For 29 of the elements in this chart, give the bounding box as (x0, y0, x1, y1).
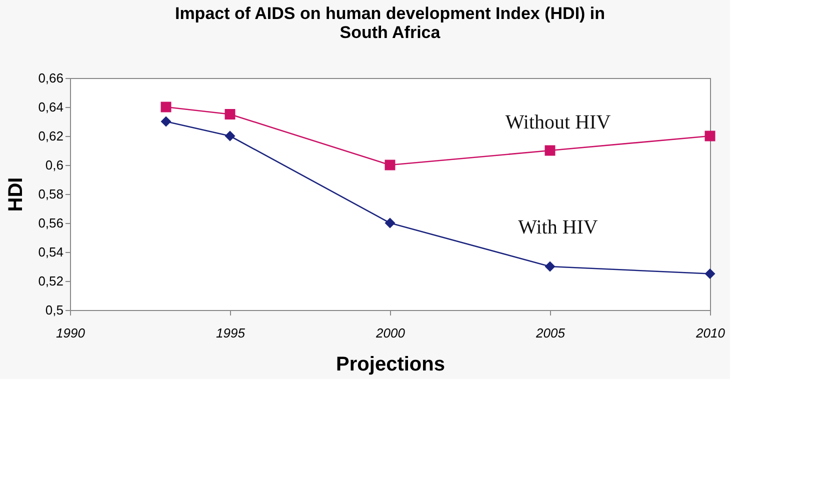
x-tick-label: 1990 (56, 326, 86, 340)
x-tick-label: 1995 (216, 326, 246, 340)
chart-title: Impact of AIDS on human development Index (HDI) in South Africa (174, 4, 606, 42)
y-tick-label: 0,62 (38, 128, 64, 144)
y-tick-label: 0,52 (38, 274, 64, 288)
point (224, 109, 236, 120)
y-tick-label: 0,58 (38, 186, 64, 202)
x-tick-label: 2000 (375, 326, 406, 340)
y-tick-label: 0,66 (38, 70, 64, 86)
y-tick-label: 0,54 (38, 244, 64, 260)
x-tick-label: 2010 (695, 326, 726, 340)
point (224, 130, 236, 142)
point (384, 218, 396, 228)
point (160, 102, 172, 112)
point (704, 130, 716, 142)
series-label: With HIV (518, 216, 598, 238)
point (160, 116, 172, 127)
y-tick-label: 0,5 (45, 302, 64, 318)
x-axis-title: Projections (336, 354, 445, 376)
point (704, 268, 716, 279)
y-axis-title: HDI (5, 177, 28, 212)
y-tick-label: 0,64 (38, 100, 64, 114)
y-tick-label: 0,56 (38, 216, 64, 230)
point (544, 261, 556, 272)
point (384, 160, 396, 170)
series-label: Without HIV (505, 112, 612, 134)
point (544, 145, 556, 156)
x-tick-label: 2005 (535, 326, 566, 340)
y-tick-label: 0,6 (45, 158, 64, 172)
